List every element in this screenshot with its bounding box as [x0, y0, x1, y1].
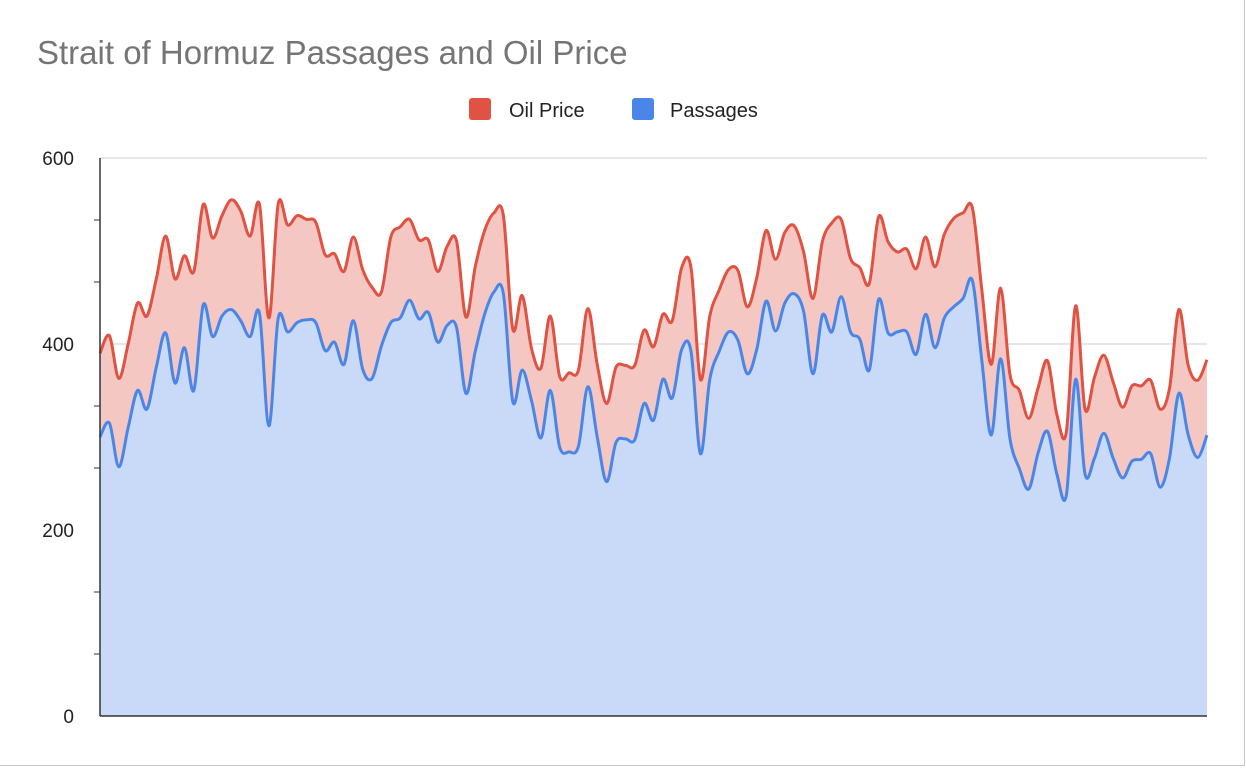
axes — [99, 158, 1207, 717]
y-tick-label: 600 — [42, 149, 74, 170]
area-passages — [100, 278, 1207, 716]
series-line-oil-price — [98, 198, 1209, 441]
legend-label-passages: Passages — [670, 100, 758, 122]
y-tick-label: 0 — [63, 707, 74, 728]
legend-swatch-oil-price — [469, 98, 491, 120]
chart-title: Strait of Hormuz Passages and Oil Price — [37, 34, 628, 71]
y-tick-label: 400 — [42, 335, 74, 356]
y-tick-labels: 0 200 400 600 — [42, 149, 74, 728]
legend: Oil Price Passages — [469, 98, 758, 122]
plot-areas — [98, 198, 1209, 716]
y-tick-label: 200 — [42, 521, 74, 542]
area-oil-price — [100, 199, 1207, 501]
series-line-passages — [98, 276, 1209, 502]
legend-label-oil-price: Oil Price — [509, 100, 585, 122]
legend-swatch-passages — [632, 98, 654, 120]
